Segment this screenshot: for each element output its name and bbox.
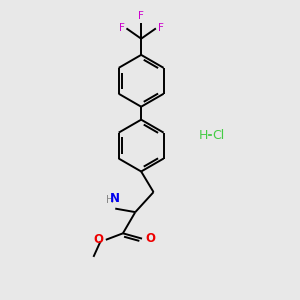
Text: F: F — [119, 23, 125, 33]
Text: Cl: Cl — [212, 129, 224, 142]
Text: N: N — [110, 192, 120, 205]
Text: F: F — [138, 11, 144, 21]
Text: H: H — [199, 129, 208, 142]
Text: H: H — [106, 195, 114, 205]
Text: O: O — [93, 233, 103, 246]
Text: F: F — [158, 23, 164, 33]
Text: O: O — [145, 232, 155, 245]
